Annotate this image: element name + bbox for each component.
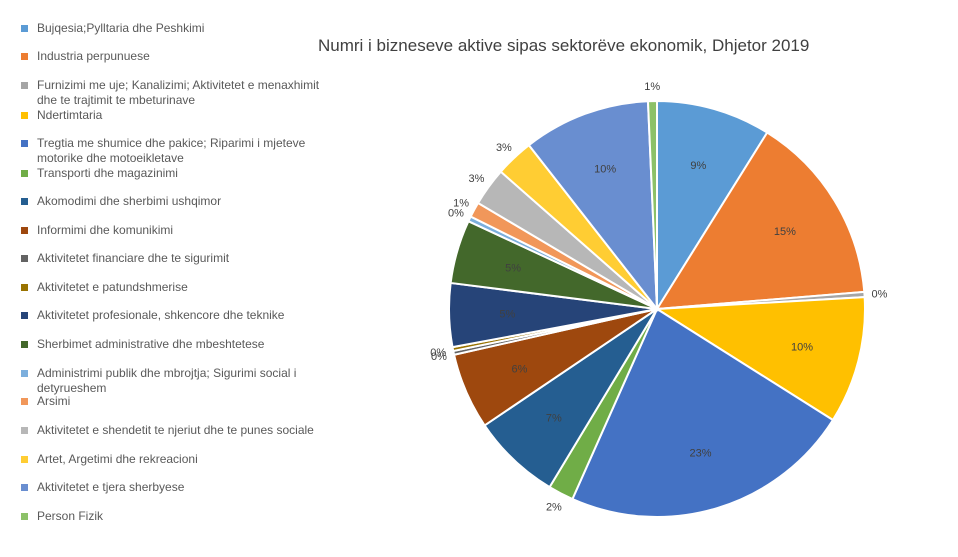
legend-swatch [21,284,28,291]
data-label: 5% [499,308,515,320]
legend-label: Akomodimi dhe sherbimi ushqimor [37,194,222,208]
pie-slice [653,296,867,422]
chart-title: Numri i bizneseve aktive sipas sektorëve… [318,36,810,55]
legend-swatch [21,170,28,177]
pie-slice [527,100,659,313]
legend-label: Arsimi [37,394,71,408]
legend-swatch [21,227,28,234]
data-label: 3% [469,173,485,185]
legend-label: Furnizimi me uje; Kanalizimi; Aktivitete… [37,78,320,107]
data-label: 3% [496,142,512,154]
pie-slice [571,307,835,518]
legend-swatch [21,198,28,205]
legend-label: Administrimi publik dhe mbrojtja; Siguri… [37,366,297,395]
legend-label: Sherbimet administrative dhe mbeshtetese [37,337,265,351]
legend-label: Tregtia me shumice dhe pakice; Riparimi … [37,136,306,165]
data-label: 10% [594,164,616,176]
legend-swatch [21,398,28,405]
data-label: 0% [872,289,888,301]
legend-swatch [21,312,28,319]
data-label: 7% [546,413,562,425]
legend-swatch [21,112,28,119]
data-label: 2% [546,502,562,514]
data-label: 1% [453,198,469,210]
pie-slice [656,99,769,313]
legend-label: Person Fizik [37,509,104,523]
pie-slice [655,131,866,311]
legend-label: Informimi dhe komunikimi [37,223,174,237]
data-label: 10% [791,342,813,354]
legend-swatch [21,341,28,348]
data-label: 9% [690,160,706,172]
legend-label: Aktivitetet financiare dhe te sigurimit [37,251,230,265]
legend-swatch [21,82,28,89]
legend-swatch [21,370,28,377]
legend-swatch [21,484,28,491]
legend-label: Transporti dhe magazinimi [37,166,178,180]
data-label: 0% [448,207,464,219]
legend-label: Aktivitetet e tjera sherbyese [37,480,185,494]
legend-label: Aktivitetet e shendetit te njeriut dhe t… [37,423,314,437]
data-label: 6% [512,363,528,375]
data-label: 0% [430,347,446,359]
data-label: 15% [774,226,796,238]
legend-swatch [21,427,28,434]
legend-label: Aktivitetet e patundshmerise [37,280,188,294]
legend-swatch [21,255,28,262]
data-label: 5% [505,263,521,275]
data-label: 23% [689,447,711,459]
legend-label: Artet, Argetimi dhe rekreacioni [37,452,198,466]
legend-label: Ndertimtaria [37,108,103,122]
legend-swatch [21,53,28,60]
legend-label: Bujqesia;Pylltaria dhe Peshkimi [37,21,205,35]
legend-label: Aktivitetet profesionale, shkencore dhe … [37,308,285,322]
data-label: 1% [644,81,660,93]
legend-swatch [21,513,28,520]
legend-swatch [21,25,28,32]
pie-slice [646,99,658,310]
data-label: 0% [431,351,447,363]
legend-label: Industria perpunuese [37,49,150,63]
legend-swatch [21,140,28,147]
legend-swatch [21,456,28,463]
